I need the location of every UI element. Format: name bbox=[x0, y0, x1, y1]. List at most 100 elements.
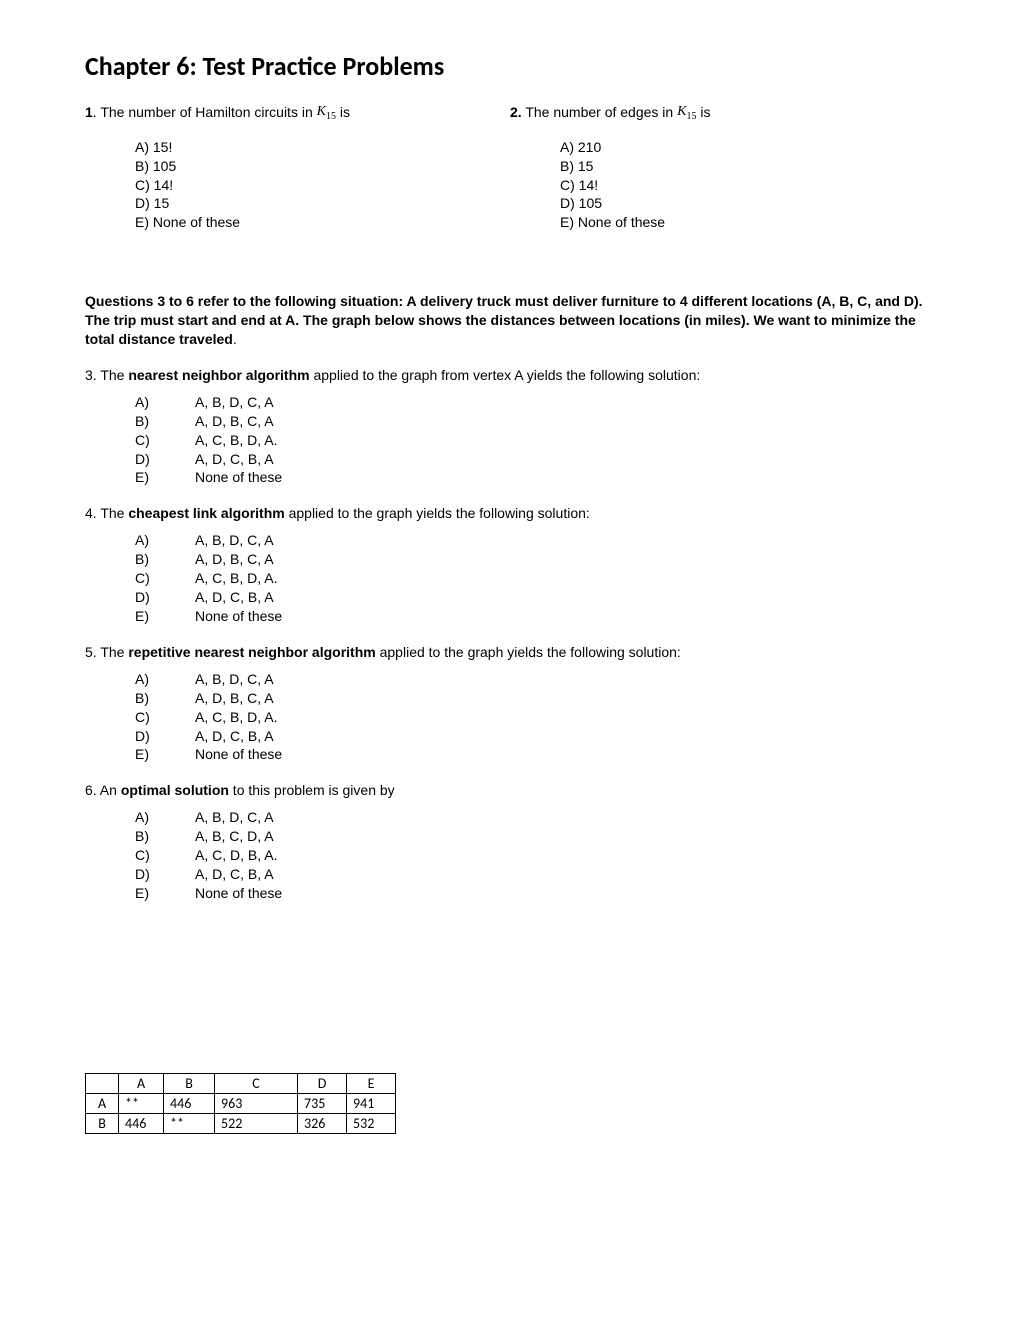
q4-a-letter: A) bbox=[135, 531, 195, 550]
q4-opt-c: C)A, C, B, D, A. bbox=[135, 569, 935, 588]
q1-options: A) 15! B) 105 C) 14! D) 15 E) None of th… bbox=[135, 138, 510, 232]
question-3: 3. The nearest neighbor algorithm applie… bbox=[85, 367, 935, 487]
q1-prefix: . The number of Hamilton circuits in bbox=[93, 104, 317, 120]
q2-text: 2. The number of edges in K15 is bbox=[510, 104, 935, 124]
question-1: 1. The number of Hamilton circuits in K1… bbox=[85, 104, 510, 232]
table-col-e: E bbox=[347, 1073, 396, 1093]
q6-b-letter: B) bbox=[135, 827, 195, 846]
table-cell: ** bbox=[119, 1093, 164, 1113]
table-row-a-hdr: A bbox=[86, 1093, 119, 1113]
q2-suffix: is bbox=[696, 104, 710, 120]
q1-text: 1. The number of Hamilton circuits in K1… bbox=[85, 104, 510, 124]
q6-b-value: A, B, C, D, A bbox=[195, 827, 274, 846]
questions-1-2-row: 1. The number of Hamilton circuits in K1… bbox=[85, 104, 935, 232]
q4-bold: cheapest link algorithm bbox=[128, 505, 284, 521]
q6-opt-d: D)A, D, C, B, A bbox=[135, 865, 935, 884]
table-cell: 326 bbox=[298, 1113, 347, 1133]
q2-opt-d: D) 105 bbox=[560, 194, 935, 213]
q2-ksub: 15 bbox=[686, 111, 696, 122]
table-corner bbox=[86, 1073, 119, 1093]
q2-prefix: The number of edges in bbox=[522, 104, 677, 120]
q1-opt-e: E) None of these bbox=[135, 213, 510, 232]
q5-opt-e: E)None of these bbox=[135, 745, 935, 764]
table-col-b: B bbox=[164, 1073, 215, 1093]
table-cell: 522 bbox=[215, 1113, 298, 1133]
q1-suffix: is bbox=[336, 104, 350, 120]
q3-opt-e: E)None of these bbox=[135, 468, 935, 487]
table-row: B 446 ** 522 326 532 bbox=[86, 1113, 396, 1133]
q1-opt-a: A) 15! bbox=[135, 138, 510, 157]
section-intro: Questions 3 to 6 refer to the following … bbox=[85, 292, 935, 349]
q6-pre: 6. An bbox=[85, 782, 121, 798]
q3-c-letter: C) bbox=[135, 431, 195, 450]
q4-pre: 4. The bbox=[85, 505, 128, 521]
q6-c-value: A, C, D, B, A. bbox=[195, 846, 277, 865]
q5-c-value: A, C, B, D, A. bbox=[195, 708, 277, 727]
q4-e-value: None of these bbox=[195, 607, 282, 626]
q6-d-letter: D) bbox=[135, 865, 195, 884]
q3-b-value: A, D, B, C, A bbox=[195, 412, 274, 431]
q3-post: applied to the graph from vertex A yield… bbox=[310, 367, 701, 383]
table-col-c: C bbox=[215, 1073, 298, 1093]
table-cell: 532 bbox=[347, 1113, 396, 1133]
q5-pre: 5. The bbox=[85, 644, 128, 660]
q3-opt-b: B)A, D, B, C, A bbox=[135, 412, 935, 431]
q5-options: A)A, B, D, C, A B)A, D, B, C, A C)A, C, … bbox=[135, 670, 935, 764]
q5-a-letter: A) bbox=[135, 670, 195, 689]
q5-bold: repetitive nearest neighbor algorithm bbox=[128, 644, 375, 660]
q2-number: 2. bbox=[510, 104, 522, 120]
q2-opt-b: B) 15 bbox=[560, 157, 935, 176]
q6-opt-e: E)None of these bbox=[135, 884, 935, 903]
q6-options: A)A, B, D, C, A B)A, B, C, D, A C)A, C, … bbox=[135, 808, 935, 902]
q3-d-value: A, D, C, B, A bbox=[195, 450, 274, 469]
table-cell: ** bbox=[164, 1113, 215, 1133]
q1-opt-d: D) 15 bbox=[135, 194, 510, 213]
q4-opt-b: B)A, D, B, C, A bbox=[135, 550, 935, 569]
q5-opt-a: A)A, B, D, C, A bbox=[135, 670, 935, 689]
intro-end: . bbox=[233, 331, 237, 347]
q3-opt-c: C)A, C, B, D, A. bbox=[135, 431, 935, 450]
q3-a-value: A, B, D, C, A bbox=[195, 393, 274, 412]
q4-text: 4. The cheapest link algorithm applied t… bbox=[85, 505, 935, 521]
q6-opt-a: A)A, B, D, C, A bbox=[135, 808, 935, 827]
table-cell: 941 bbox=[347, 1093, 396, 1113]
q4-b-value: A, D, B, C, A bbox=[195, 550, 274, 569]
q1-number: 1 bbox=[85, 104, 93, 120]
q6-opt-b: B)A, B, C, D, A bbox=[135, 827, 935, 846]
q2-options: A) 210 B) 15 C) 14! D) 105 E) None of th… bbox=[560, 138, 935, 232]
q3-e-letter: E) bbox=[135, 468, 195, 487]
q6-c-letter: C) bbox=[135, 846, 195, 865]
question-2: 2. The number of edges in K15 is A) 210 … bbox=[510, 104, 935, 232]
q1-opt-b: B) 105 bbox=[135, 157, 510, 176]
q5-a-value: A, B, D, C, A bbox=[195, 670, 274, 689]
q3-c-value: A, C, B, D, A. bbox=[195, 431, 277, 450]
q6-bold: optimal solution bbox=[121, 782, 229, 798]
question-6: 6. An optimal solution to this problem i… bbox=[85, 782, 935, 902]
table-col-a: A bbox=[119, 1073, 164, 1093]
distance-table: A B C D E A ** 446 963 735 941 B 446 ** … bbox=[85, 1073, 396, 1134]
q6-a-letter: A) bbox=[135, 808, 195, 827]
q2-k15: K15 bbox=[677, 104, 696, 119]
q3-opt-a: A)A, B, D, C, A bbox=[135, 393, 935, 412]
question-4: 4. The cheapest link algorithm applied t… bbox=[85, 505, 935, 625]
q6-e-letter: E) bbox=[135, 884, 195, 903]
table-row: A ** 446 963 735 941 bbox=[86, 1093, 396, 1113]
q2-opt-a: A) 210 bbox=[560, 138, 935, 157]
q5-e-value: None of these bbox=[195, 745, 282, 764]
q5-d-value: A, D, C, B, A bbox=[195, 727, 274, 746]
q5-c-letter: C) bbox=[135, 708, 195, 727]
q3-pre: 3. The bbox=[85, 367, 128, 383]
q6-post: to this problem is given by bbox=[229, 782, 395, 798]
q2-opt-e: E) None of these bbox=[560, 213, 935, 232]
q4-d-value: A, D, C, B, A bbox=[195, 588, 274, 607]
q6-e-value: None of these bbox=[195, 884, 282, 903]
q5-d-letter: D) bbox=[135, 727, 195, 746]
q6-d-value: A, D, C, B, A bbox=[195, 865, 274, 884]
q4-a-value: A, B, D, C, A bbox=[195, 531, 274, 550]
q6-a-value: A, B, D, C, A bbox=[195, 808, 274, 827]
q1-ksub: 15 bbox=[326, 111, 336, 122]
q6-opt-c: C)A, C, D, B, A. bbox=[135, 846, 935, 865]
table-cell: 446 bbox=[119, 1113, 164, 1133]
table-cell: 963 bbox=[215, 1093, 298, 1113]
q1-opt-c: C) 14! bbox=[135, 176, 510, 195]
